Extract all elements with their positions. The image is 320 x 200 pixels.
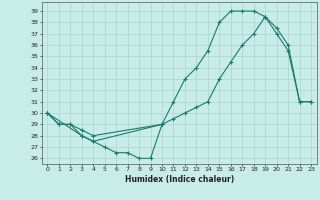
X-axis label: Humidex (Indice chaleur): Humidex (Indice chaleur) (124, 175, 234, 184)
